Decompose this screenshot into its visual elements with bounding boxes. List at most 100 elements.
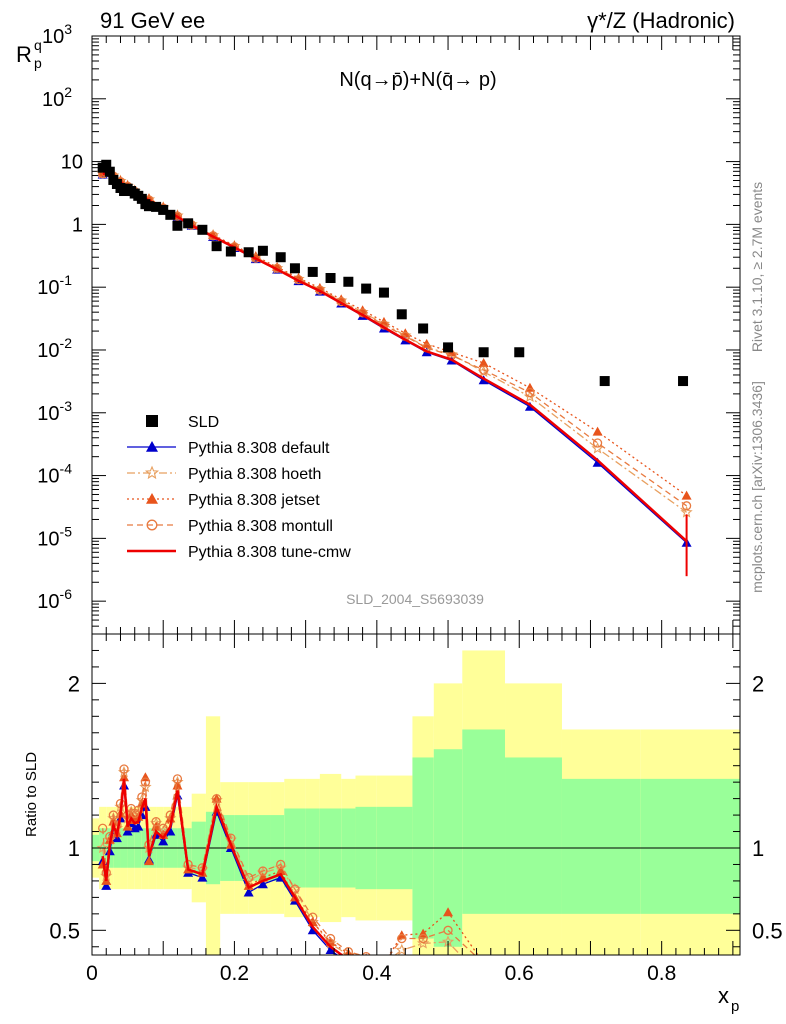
ratio-point (443, 925, 453, 935)
ratio-point (361, 951, 371, 955)
data-point (378, 287, 389, 298)
ratio-point (165, 826, 176, 836)
ratio-point (276, 859, 286, 870)
data-point (514, 347, 525, 358)
ratio-point (515, 991, 525, 1000)
y-axis-label-sub: p (34, 55, 42, 71)
ratio-y-tick-label-right: 1 (752, 836, 764, 861)
data-point (143, 201, 154, 212)
ratio-point (397, 933, 407, 944)
ratio-point (108, 810, 119, 820)
mc-point (592, 457, 603, 467)
ratio-y-tick-label-right: 2 (752, 671, 764, 696)
mc-point (681, 490, 692, 500)
data-point (197, 224, 208, 235)
ratio-point (443, 991, 453, 1000)
left-title: 91 GeV ee (100, 8, 205, 33)
y-tick-label: 102 (42, 84, 72, 111)
ratio-point (172, 774, 183, 784)
ratio-point (308, 912, 318, 922)
ratio-frame (91, 633, 741, 956)
ratio-series-group (96, 764, 688, 1000)
ratio-point (275, 866, 286, 876)
ratio-point (343, 958, 353, 967)
mc-point (681, 501, 692, 511)
x-tick-label: 0.4 (362, 962, 392, 985)
data-point (172, 220, 183, 231)
ratio-point (98, 823, 108, 833)
data-point (478, 347, 489, 358)
ratio-y-tick-label: 1 (68, 836, 80, 861)
data-point (307, 266, 318, 277)
data-point (183, 218, 194, 229)
y-tick-label: 10-5 (37, 523, 72, 550)
y-tick-exponent: -1 (60, 272, 73, 288)
y-tick-exponent: 2 (64, 84, 72, 100)
main-frame (91, 35, 741, 635)
ratio-point (678, 991, 688, 1000)
ratio-point (101, 880, 112, 890)
legend-label: Pythia 8.308 tune-cmw (188, 544, 351, 561)
ratio-y-tick-label-right: 0.5 (752, 918, 783, 943)
ratio-point (397, 991, 407, 1000)
data-point (151, 201, 162, 212)
data-point (418, 323, 429, 334)
ratio-point (479, 991, 489, 1000)
mc-point (592, 426, 603, 436)
ratio-y-tick-label: 0.5 (49, 918, 80, 943)
ratio-point (325, 945, 336, 955)
x-axis-label-sub: p (731, 998, 739, 1015)
ratio-point (325, 933, 336, 944)
legend-label: Pythia 8.308 montull (188, 518, 333, 535)
legend-marker (146, 415, 158, 427)
legend-marker (144, 465, 160, 480)
y-axis-label-sup: q (34, 37, 42, 53)
ratio-point (514, 991, 524, 1000)
ratio-point (136, 798, 147, 808)
data-point (243, 247, 254, 258)
mc-point (478, 365, 489, 375)
y-tick-label: 10-2 (37, 335, 72, 362)
mc-point (591, 442, 604, 454)
x-tick-label: 0.2 (220, 962, 249, 985)
data-point (275, 252, 286, 263)
y-tick-label: 10-3 (37, 398, 72, 425)
x-tick-label: 0.6 (505, 962, 534, 985)
y-tick-label: 10-1 (37, 272, 72, 299)
data-point (343, 276, 354, 287)
ratio-point (165, 810, 175, 820)
ratio-point (119, 772, 130, 782)
ratio-point (96, 841, 109, 854)
ratio-point (143, 856, 154, 866)
data-point (678, 376, 689, 387)
uncertainty-band-inner (462, 729, 506, 914)
y-axis-label: R (16, 42, 32, 67)
mc-point (251, 253, 261, 263)
y-tick-exponent: -6 (60, 586, 73, 602)
ratio-point (515, 992, 523, 1000)
ratio-point (601, 992, 609, 1000)
ratio-point (418, 933, 428, 944)
ratio-point (151, 817, 161, 827)
ratio-point (678, 991, 688, 1000)
uncertainty-band-inner (561, 778, 641, 914)
ratio-point (122, 826, 133, 836)
ratio-point (600, 991, 610, 1000)
ratio-panel: 0.5 0.5 1 1 2 2 Ratio to SLD 0 0.2 0.4 0.6 0.8 x p (23, 633, 783, 1015)
data-point (104, 166, 115, 177)
y-tick-exponent: -4 (60, 461, 73, 477)
data-point (165, 209, 176, 220)
chart-title: N(q→p̄)+N(q̄→ p) (339, 69, 496, 91)
data-point (101, 159, 112, 170)
ratio-point (479, 975, 489, 984)
ratio-point (443, 907, 454, 917)
mcplots-label: mcplots.cern.ch [arXiv:1306.3436] (749, 381, 765, 593)
y-tick-label: 1 (72, 214, 83, 236)
main-panel: 10-6 10-5 10-4 10-3 10-2 10-1 1 10 102 103 R qp N(q→… (16, 21, 741, 635)
data-point (158, 204, 169, 215)
x-tick-label: 0.8 (647, 962, 676, 985)
ratio-point (133, 821, 144, 831)
x-tick-label: 0 (86, 962, 98, 985)
uncertainty-band-inner (640, 778, 740, 914)
